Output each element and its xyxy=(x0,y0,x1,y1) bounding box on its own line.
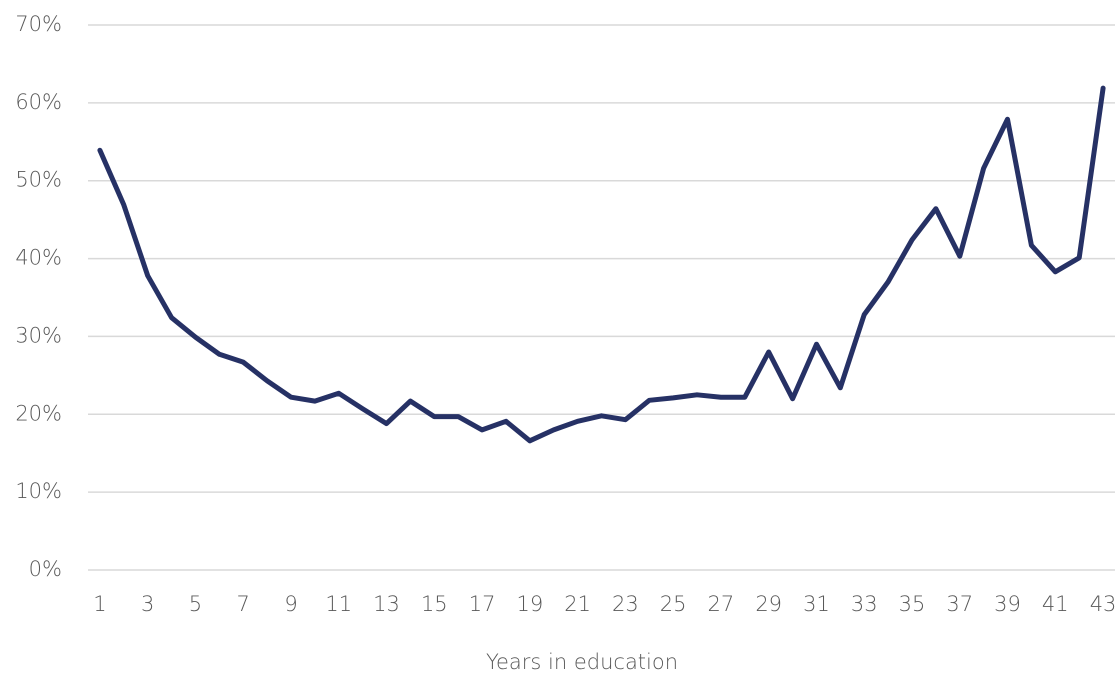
data-line xyxy=(97,85,1106,444)
y-tick-label: 40% xyxy=(15,246,62,270)
x-tick-label: 31 xyxy=(803,592,830,616)
y-tick-label: 0% xyxy=(29,557,62,581)
x-tick-label: 39 xyxy=(994,592,1021,616)
y-tick-label: 50% xyxy=(15,168,62,192)
x-tick-label: 37 xyxy=(946,592,973,616)
y-tick-label: 20% xyxy=(15,401,62,425)
x-tick-label: 9 xyxy=(284,592,297,616)
x-tick-label: 41 xyxy=(1042,592,1069,616)
x-tick-label: 29 xyxy=(755,592,782,616)
y-tick-label: 30% xyxy=(15,323,62,347)
x-tick-label: 7 xyxy=(237,592,250,616)
x-tick-label: 19 xyxy=(516,592,543,616)
x-tick-label: 15 xyxy=(421,592,448,616)
y-tick-label: 70% xyxy=(15,12,62,36)
x-tick-label: 27 xyxy=(708,592,735,616)
x-tick-label: 13 xyxy=(373,592,400,616)
x-tick-label: 25 xyxy=(660,592,687,616)
x-tick-label: 5 xyxy=(189,592,202,616)
x-tick-label: 11 xyxy=(325,592,352,616)
x-tick-label: 23 xyxy=(612,592,639,616)
x-tick-label: 17 xyxy=(469,592,496,616)
x-tick-label: 33 xyxy=(851,592,878,616)
x-tick-label: 43 xyxy=(1090,592,1117,616)
x-tick-label: 21 xyxy=(564,592,591,616)
x-tick-label: 3 xyxy=(141,592,154,616)
x-tick-label: 35 xyxy=(899,592,926,616)
x-axis-label: Years in education xyxy=(486,650,678,673)
y-tick-label: 60% xyxy=(15,90,62,114)
x-tick-label: 1 xyxy=(93,592,106,616)
y-tick-label: 10% xyxy=(15,479,62,503)
